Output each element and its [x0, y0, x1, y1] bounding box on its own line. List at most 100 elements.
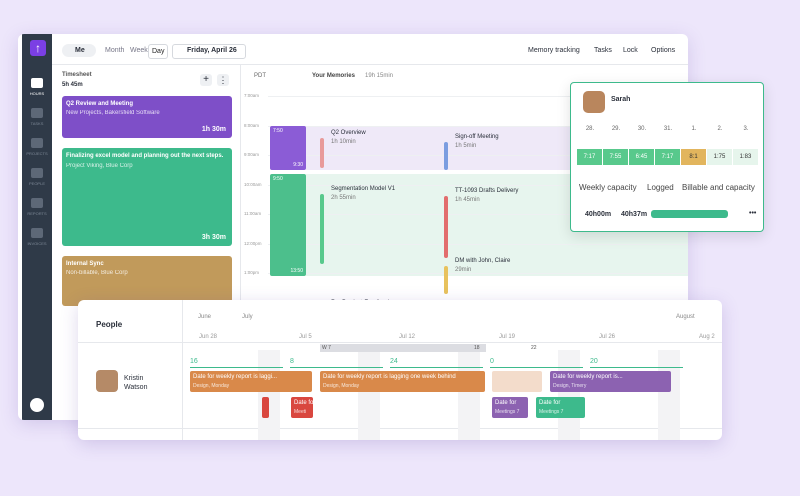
- logo[interactable]: ↑: [30, 40, 46, 56]
- memory-duration: 1h 5min: [455, 143, 477, 149]
- task-subtitle: Design, Timery: [553, 383, 587, 389]
- weekend-column: [258, 350, 280, 440]
- month-label: June: [198, 314, 212, 320]
- day-value: 1:75: [713, 154, 726, 160]
- week-label: Jul 26: [599, 334, 616, 340]
- add-button[interactable]: +: [200, 74, 212, 86]
- task-title: Date for: [539, 400, 561, 406]
- toolbar-action[interactable]: Tasks: [594, 47, 612, 54]
- day-cell: 6:45: [629, 149, 654, 165]
- task-subtitle: Meeti: [294, 409, 307, 415]
- task-subtitle: Meetings 7: [495, 409, 520, 415]
- time-block[interactable]: 9:50 13:50: [270, 174, 306, 276]
- entry-title: Finalizing excel model and planning out …: [66, 153, 224, 159]
- hours-value: 0: [490, 358, 494, 365]
- day-value: 1:83: [739, 154, 752, 160]
- user-label[interactable]: Me: [75, 47, 85, 54]
- view-label[interactable]: Month: [105, 47, 125, 54]
- entry-title: Internal Sync: [66, 261, 104, 267]
- memory-bar: [444, 196, 448, 258]
- day-value: 7:17: [661, 154, 674, 160]
- memory-title[interactable]: Q2 Overview: [331, 130, 366, 136]
- nav-icon[interactable]: [31, 168, 43, 178]
- block-end: 9:30: [293, 162, 303, 168]
- month-label: August: [676, 314, 695, 320]
- nav-label[interactable]: TASKS: [30, 121, 44, 126]
- nav-label[interactable]: PEOPLE: [28, 181, 45, 186]
- menu-button[interactable]: ⋮: [217, 74, 229, 86]
- memory-title[interactable]: TT-1093 Drafts Delivery: [455, 188, 519, 194]
- hour-line: [268, 125, 688, 127]
- hours-line: [490, 367, 583, 368]
- entry-subtitle: Non-billable, Blue Corp: [66, 270, 128, 276]
- hours-value: 8: [290, 358, 294, 365]
- range-label: 18: [474, 345, 480, 351]
- avatar: [583, 91, 605, 113]
- tiny-task[interactable]: [262, 397, 269, 418]
- hours-line: [390, 367, 483, 368]
- user-pill[interactable]: Me: [62, 44, 96, 57]
- week-label: Jul 12: [399, 334, 416, 340]
- capacity-card: Sarah 28. 7:17 29. 7:55 30. 6:45 31. 7:17 1. 8:1 2.…: [570, 82, 764, 232]
- memory-title[interactable]: Segmentation Model V1: [331, 186, 396, 192]
- day-value: 6:45: [635, 154, 648, 160]
- nav-label[interactable]: HOURS: [29, 91, 45, 96]
- day-date: 1.: [691, 126, 697, 132]
- month-label: July: [242, 314, 253, 320]
- entry-duration: 1h 30m: [201, 126, 226, 133]
- people-title: People: [96, 320, 123, 329]
- task-bar[interactable]: Date for Meeti: [291, 397, 313, 418]
- capacity-label: Logged: [647, 183, 674, 192]
- week-label: Aug 2: [699, 334, 715, 340]
- task-bar[interactable]: Date for weekly report is lagging one we…: [320, 371, 485, 392]
- toolbar-action[interactable]: Options: [651, 47, 676, 54]
- nav-icon[interactable]: [31, 198, 43, 208]
- view-label[interactable]: Week: [130, 47, 148, 54]
- memory-title[interactable]: DM with John, Claire: [455, 258, 511, 264]
- empty-slot: [492, 371, 542, 392]
- day-cell: 7:17: [655, 149, 680, 165]
- toolbar-action[interactable]: Memory tracking: [528, 47, 580, 54]
- hour-label: 12:00pm: [244, 240, 262, 246]
- day-date: 31.: [663, 126, 673, 132]
- nav-icon[interactable]: [31, 78, 43, 88]
- memory-duration: 29min: [455, 267, 472, 273]
- timesheet-total: 5h 45m: [62, 82, 83, 88]
- hours-value: 20: [590, 358, 598, 365]
- timezone: PDT: [254, 73, 266, 79]
- week-label: Jun 28: [199, 334, 218, 340]
- task-bar[interactable]: Date for weekly report is laggi... Design…: [190, 371, 312, 392]
- memory-title[interactable]: Sign-off Meeting: [455, 134, 499, 140]
- view-tab[interactable]: Day: [148, 44, 169, 59]
- profile[interactable]: [30, 398, 44, 412]
- task-bar[interactable]: Date for Meetings 7: [492, 397, 528, 418]
- day-cell: 7:55: [603, 149, 628, 165]
- nav-icon[interactable]: [31, 108, 43, 118]
- task-bar[interactable]: Date for Meetings 7: [536, 397, 585, 418]
- hour-label: 10:00am: [244, 181, 262, 187]
- time-block[interactable]: 7:50 9:30: [270, 126, 306, 170]
- view-tab[interactable]: Month: [102, 44, 127, 57]
- toolbar-divider: [52, 64, 688, 65]
- date-button[interactable]: [172, 44, 246, 59]
- weekend-column: [658, 350, 680, 440]
- nav-label[interactable]: PROJECTS: [26, 151, 48, 156]
- view-label[interactable]: Day: [152, 48, 165, 55]
- nav-icon[interactable]: [31, 138, 43, 148]
- nav-icon[interactable]: [31, 228, 43, 238]
- capacity-label: Weekly capacity: [579, 183, 637, 192]
- block-start: 9:50: [273, 176, 283, 182]
- task-bar[interactable]: Date for weekly report is... Design, Time…: [550, 371, 671, 392]
- nav-label[interactable]: INVOICES: [27, 241, 47, 246]
- timesheet-entry[interactable]: Q2 Review and Meeting New Projects, Baker…: [62, 96, 232, 138]
- nav-label[interactable]: REPORTS: [27, 211, 47, 216]
- timesheet-entry[interactable]: Internal Sync Non-billable, Blue Corp: [62, 256, 232, 306]
- memory-duration: 1h 45min: [455, 197, 480, 203]
- hour-line: [268, 243, 688, 245]
- more-button[interactable]: •••: [749, 210, 757, 217]
- timesheet-entry[interactable]: Finalizing excel model and planning out …: [62, 148, 232, 246]
- hour-line: [268, 273, 688, 274]
- view-tab[interactable]: Week: [127, 44, 151, 57]
- toolbar-action[interactable]: Lock: [623, 47, 638, 54]
- hour-line: [268, 96, 688, 97]
